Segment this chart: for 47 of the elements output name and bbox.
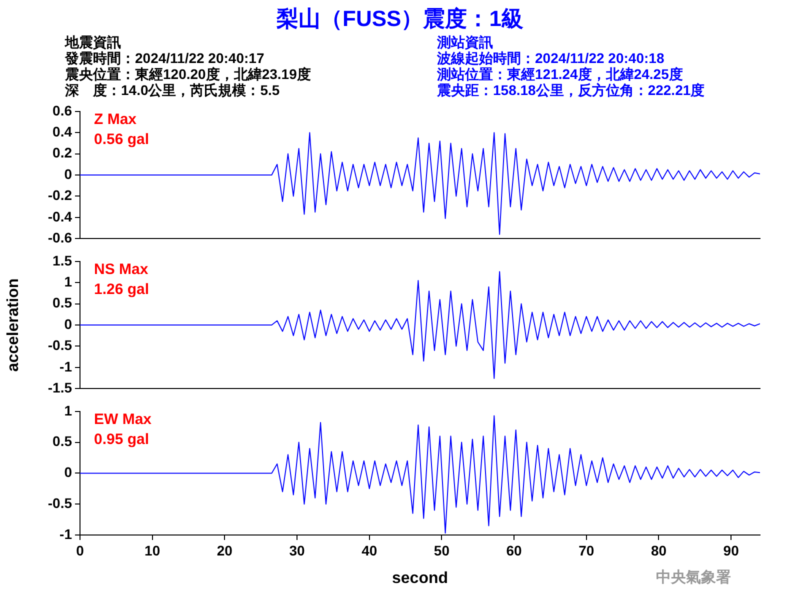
y-tick-label: 1.5 [52, 252, 72, 268]
x-tick-label: 20 [216, 542, 233, 558]
x-tick-label: 80 [650, 542, 667, 558]
text: 波線起始時間：2024/11/22 20:40:18 [437, 50, 664, 66]
y-tick-label: -1.5 [48, 379, 72, 396]
text: 梨山（FUSS）震度：1級 [276, 5, 524, 33]
y-tick-label: 0.6 [52, 102, 72, 118]
y-tick-label: 0.4 [52, 123, 72, 140]
y-tick-label: -1 [60, 526, 72, 542]
text: 震央位置：東經120.20度，北緯23.19度 [65, 66, 311, 82]
annotation: NS Max [94, 261, 149, 278]
annotation: EW Max [94, 411, 152, 428]
y-tick-label: -0.5 [48, 337, 72, 354]
text: 測站位置：東經121.24度，北緯24.25度 [437, 66, 683, 82]
y-tick-label: 0.5 [52, 433, 72, 450]
x-tick-label: 30 [289, 542, 306, 558]
y-tick-label: -1 [60, 358, 72, 374]
annotation: 0.95 gal [94, 431, 150, 448]
text: 中央氣象署 [656, 568, 731, 587]
x-tick-label: 0 [76, 542, 84, 558]
y-tick-label: 1 [64, 273, 72, 290]
y-tick-label: 0 [64, 464, 72, 480]
y-tick-label: -0.2 [48, 187, 72, 204]
text: 地震資訊 [65, 34, 121, 50]
text: 震央距：158.18公里，反方位角：222.21度 [437, 82, 705, 98]
y-tick-label: 0 [64, 316, 72, 332]
y-tick-label: 0.5 [52, 294, 72, 311]
y-axis-title: acceleration [5, 278, 22, 372]
text: 測站資訊 [437, 34, 493, 50]
y-tick-label: -0.4 [48, 208, 72, 224]
y-tick-label: -0.5 [48, 494, 72, 511]
annotation: Z Max [94, 111, 138, 128]
y-tick-label: 0 [64, 166, 72, 182]
annotation: 0.56 gal [94, 131, 150, 148]
text: 深 度：14.0公里，芮氏規模：5.5 [65, 82, 280, 98]
y-tick-label: 0.2 [52, 144, 72, 161]
x-tick-label: 40 [362, 542, 378, 558]
x-tick-label: 70 [578, 542, 594, 558]
annotation: 1.26 gal [94, 281, 150, 298]
x-tick-label: 90 [723, 542, 740, 558]
y-tick-label: -0.6 [48, 229, 72, 246]
y-tick-label: 1 [64, 402, 72, 418]
text: 發震時間：2024/11/22 20:40:17 [65, 50, 264, 66]
x-tick-label: 10 [144, 542, 160, 558]
x-tick-label: 60 [506, 542, 522, 558]
x-axis-title: second [392, 570, 448, 587]
x-tick-label: 50 [434, 542, 450, 558]
